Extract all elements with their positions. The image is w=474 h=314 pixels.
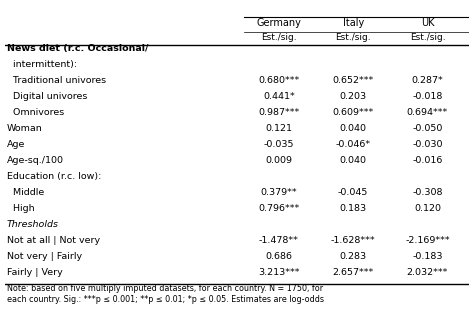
Text: 0.040: 0.040 — [340, 124, 366, 133]
Text: Education (r.c. low):: Education (r.c. low): — [7, 172, 101, 181]
Text: 0.694***: 0.694*** — [407, 108, 448, 117]
Text: Est./sig.: Est./sig. — [335, 33, 371, 42]
Text: 0.680***: 0.680*** — [258, 76, 300, 85]
Text: 0.441*: 0.441* — [263, 92, 295, 101]
Text: UK: UK — [421, 18, 434, 28]
Text: 0.009: 0.009 — [265, 156, 292, 165]
Text: Est./sig.: Est./sig. — [410, 33, 445, 42]
Text: Not at all | Not very: Not at all | Not very — [7, 236, 100, 245]
Text: Fairly | Very: Fairly | Very — [7, 268, 63, 277]
Text: -0.035: -0.035 — [264, 140, 294, 149]
Text: 0.609***: 0.609*** — [332, 108, 374, 117]
Text: 0.379**: 0.379** — [261, 188, 297, 197]
Text: 3.213***: 3.213*** — [258, 268, 300, 277]
Text: intermittent):: intermittent): — [7, 60, 77, 69]
Text: 0.120: 0.120 — [414, 204, 441, 213]
Text: -2.169***: -2.169*** — [405, 236, 450, 245]
Text: 0.121: 0.121 — [265, 124, 292, 133]
Text: 0.203: 0.203 — [339, 92, 367, 101]
Text: News diet (r.c. Occasional/: News diet (r.c. Occasional/ — [7, 44, 148, 53]
Text: 0.283: 0.283 — [339, 252, 367, 261]
Text: Omnivores: Omnivores — [7, 108, 64, 117]
Text: -0.030: -0.030 — [412, 140, 443, 149]
Text: 0.987***: 0.987*** — [258, 108, 300, 117]
Text: -0.045: -0.045 — [338, 188, 368, 197]
Text: High: High — [7, 204, 35, 213]
Text: Traditional univores: Traditional univores — [7, 76, 106, 85]
Text: 0.183: 0.183 — [339, 204, 367, 213]
Text: -0.046*: -0.046* — [336, 140, 371, 149]
Text: -0.016: -0.016 — [412, 156, 443, 165]
Text: -1.628***: -1.628*** — [331, 236, 375, 245]
Text: -1.478**: -1.478** — [259, 236, 299, 245]
Text: 0.796***: 0.796*** — [258, 204, 300, 213]
Text: each country. Sig.: ***p ≤ 0.001; **p ≤ 0.01; *p ≤ 0.05. Estimates are log-odds: each country. Sig.: ***p ≤ 0.001; **p ≤ … — [7, 295, 324, 304]
Text: 2.032***: 2.032*** — [407, 268, 448, 277]
Text: Middle: Middle — [7, 188, 44, 197]
Text: Germany: Germany — [256, 18, 301, 28]
Text: Age: Age — [7, 140, 26, 149]
Text: 0.686: 0.686 — [265, 252, 292, 261]
Text: -0.308: -0.308 — [412, 188, 443, 197]
Text: -0.018: -0.018 — [412, 92, 443, 101]
Text: 0.652***: 0.652*** — [332, 76, 374, 85]
Text: Est./sig.: Est./sig. — [261, 33, 297, 42]
Text: Woman: Woman — [7, 124, 43, 133]
Text: 0.040: 0.040 — [340, 156, 366, 165]
Text: -0.050: -0.050 — [412, 124, 443, 133]
Text: -0.183: -0.183 — [412, 252, 443, 261]
Text: Italy: Italy — [343, 18, 364, 28]
Text: Thresholds: Thresholds — [7, 220, 59, 229]
Text: 0.287*: 0.287* — [411, 76, 443, 85]
Text: 2.657***: 2.657*** — [332, 268, 374, 277]
Text: Note: based on five multiply imputed datasets, for each country. N = 1750, for: Note: based on five multiply imputed dat… — [7, 284, 323, 293]
Text: Digital univores: Digital univores — [7, 92, 87, 101]
Text: Age-sq./100: Age-sq./100 — [7, 156, 64, 165]
Text: Not very | Fairly: Not very | Fairly — [7, 252, 82, 261]
